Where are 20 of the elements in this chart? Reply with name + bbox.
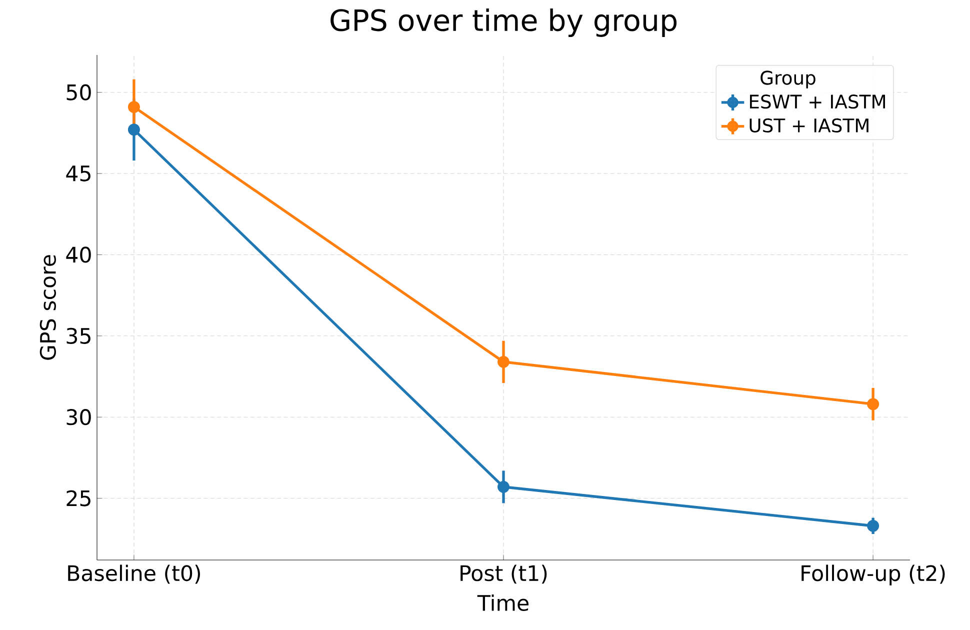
chart-title: GPS over time by group: [330, 8, 677, 37]
legend-label: UST + IASTM: [750, 118, 868, 133]
y-tick-label: 25: [66, 490, 90, 506]
y-tick-label: 45: [66, 166, 90, 182]
point: [867, 398, 880, 410]
y-tick-label: 35: [66, 328, 90, 344]
x-axis-title: Time: [477, 594, 528, 611]
y-tick-label: 50: [66, 84, 91, 100]
x-tick-label: Post (t1): [460, 564, 547, 584]
point: [128, 100, 140, 113]
y-tick-label: 40: [66, 246, 91, 263]
x-tick-label: Baseline (t0): [68, 564, 200, 584]
legend-title: Group: [760, 70, 816, 88]
point: [128, 124, 140, 136]
y-tick-label: 30: [66, 409, 91, 426]
x-tick-label: Follow-up (t2): [802, 564, 945, 586]
legend-label: ESWT + IASTM: [750, 94, 885, 109]
y-axis-title: GPS score: [40, 255, 56, 360]
point: [498, 356, 510, 368]
point: [498, 480, 510, 493]
